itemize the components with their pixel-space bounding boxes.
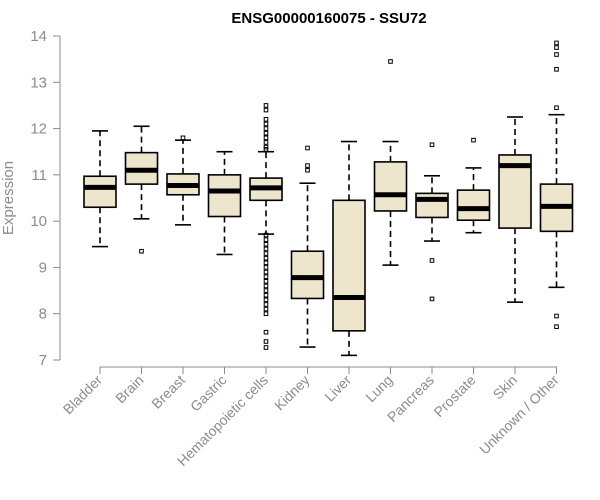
y-axis-label: Expression [0,161,17,235]
outlier-point [263,135,269,141]
y-tick-label: 13 [30,74,47,91]
outlier-point [263,274,269,279]
outlier-point [263,237,269,242]
outlier-point [263,329,269,335]
y-tick-label: 12 [30,121,47,138]
iqr-box [456,189,491,222]
x-tick-label: Brain [112,372,146,406]
outlier-point [263,306,269,312]
outlier-point [263,265,269,270]
outlier-point [263,147,269,152]
outlier-point [263,232,269,238]
outlier-point [263,283,269,289]
outlier-point [263,251,269,256]
outlier-point [263,279,269,284]
box-gastric [207,150,242,256]
outlier-point [554,313,559,319]
outlier-point [263,144,269,150]
outlier-point [429,296,435,302]
x-tick-label: Unknown / Other [476,372,562,458]
y-axis-ticks: 7 8 9 10 11 12 13 14 [30,28,60,369]
outlier-point [263,103,269,108]
box-brain [124,125,159,254]
outlier-point [263,302,269,307]
outlier-point [263,117,269,122]
box-liver [332,140,366,357]
iqr-box [332,199,366,332]
outlier-point [263,255,269,261]
outlier-point [554,52,559,57]
box-hematopoietic-cells [249,103,283,350]
outlier-point [305,163,310,168]
outlier-point [180,135,186,141]
box-pancreas [415,142,449,302]
outlier-point [429,258,435,263]
outlier-point [554,324,559,329]
outlier-point [263,311,269,317]
outlier-point [554,67,559,72]
y-tick-label: 7 [39,352,47,369]
outlier-point [388,59,393,64]
chart-title: ENSG00000160075 - SSU72 [231,10,426,27]
outlier-point [554,105,559,111]
box-lung [373,59,408,266]
outlier-point [554,45,559,50]
outlier-point [263,260,269,266]
outlier-point [263,339,269,344]
outlier-point [263,292,269,298]
outlier-point [263,241,269,247]
outlier-point [263,288,269,293]
outlier-point [263,107,269,113]
y-tick-label: 14 [30,28,47,45]
outlier-point [263,297,269,303]
outlier-point [263,130,269,136]
x-tick-label: Kidney [271,372,313,414]
outlier-point [471,137,476,143]
iqr-box [373,161,408,212]
outlier-point [263,126,269,131]
outlier-point [429,142,435,148]
iqr-box [207,174,242,218]
outlier-point [263,345,269,350]
iqr-box [83,175,117,209]
y-tick-label: 11 [31,167,47,184]
x-tick-label: Prostate [430,372,478,420]
box-prostate [456,137,491,234]
x-tick-label: Skin [490,372,521,403]
y-tick-label: 8 [39,306,47,323]
box-unknown-other [539,40,574,329]
box-kidney [290,145,325,348]
y-tick-label: 10 [30,213,47,230]
box-skin [498,116,532,303]
outlier-point [554,40,559,46]
outlier-point [305,145,310,151]
x-tick-label: Liver [321,372,354,405]
y-tick-label: 9 [39,259,47,276]
x-tick-label: Breast [148,372,188,412]
box-bladder [83,130,117,248]
outlier-point [263,246,269,252]
outlier-point [263,269,269,275]
outlier-point [139,248,144,254]
outlier-point [263,121,269,127]
x-tick-label: Bladder [60,372,106,418]
outlier-point [263,140,269,145]
iqr-box [290,250,325,300]
x-tick-label: Lung [362,372,395,405]
boxes-layer [83,40,574,357]
box-breast [166,135,200,226]
outlier-point [305,167,310,173]
